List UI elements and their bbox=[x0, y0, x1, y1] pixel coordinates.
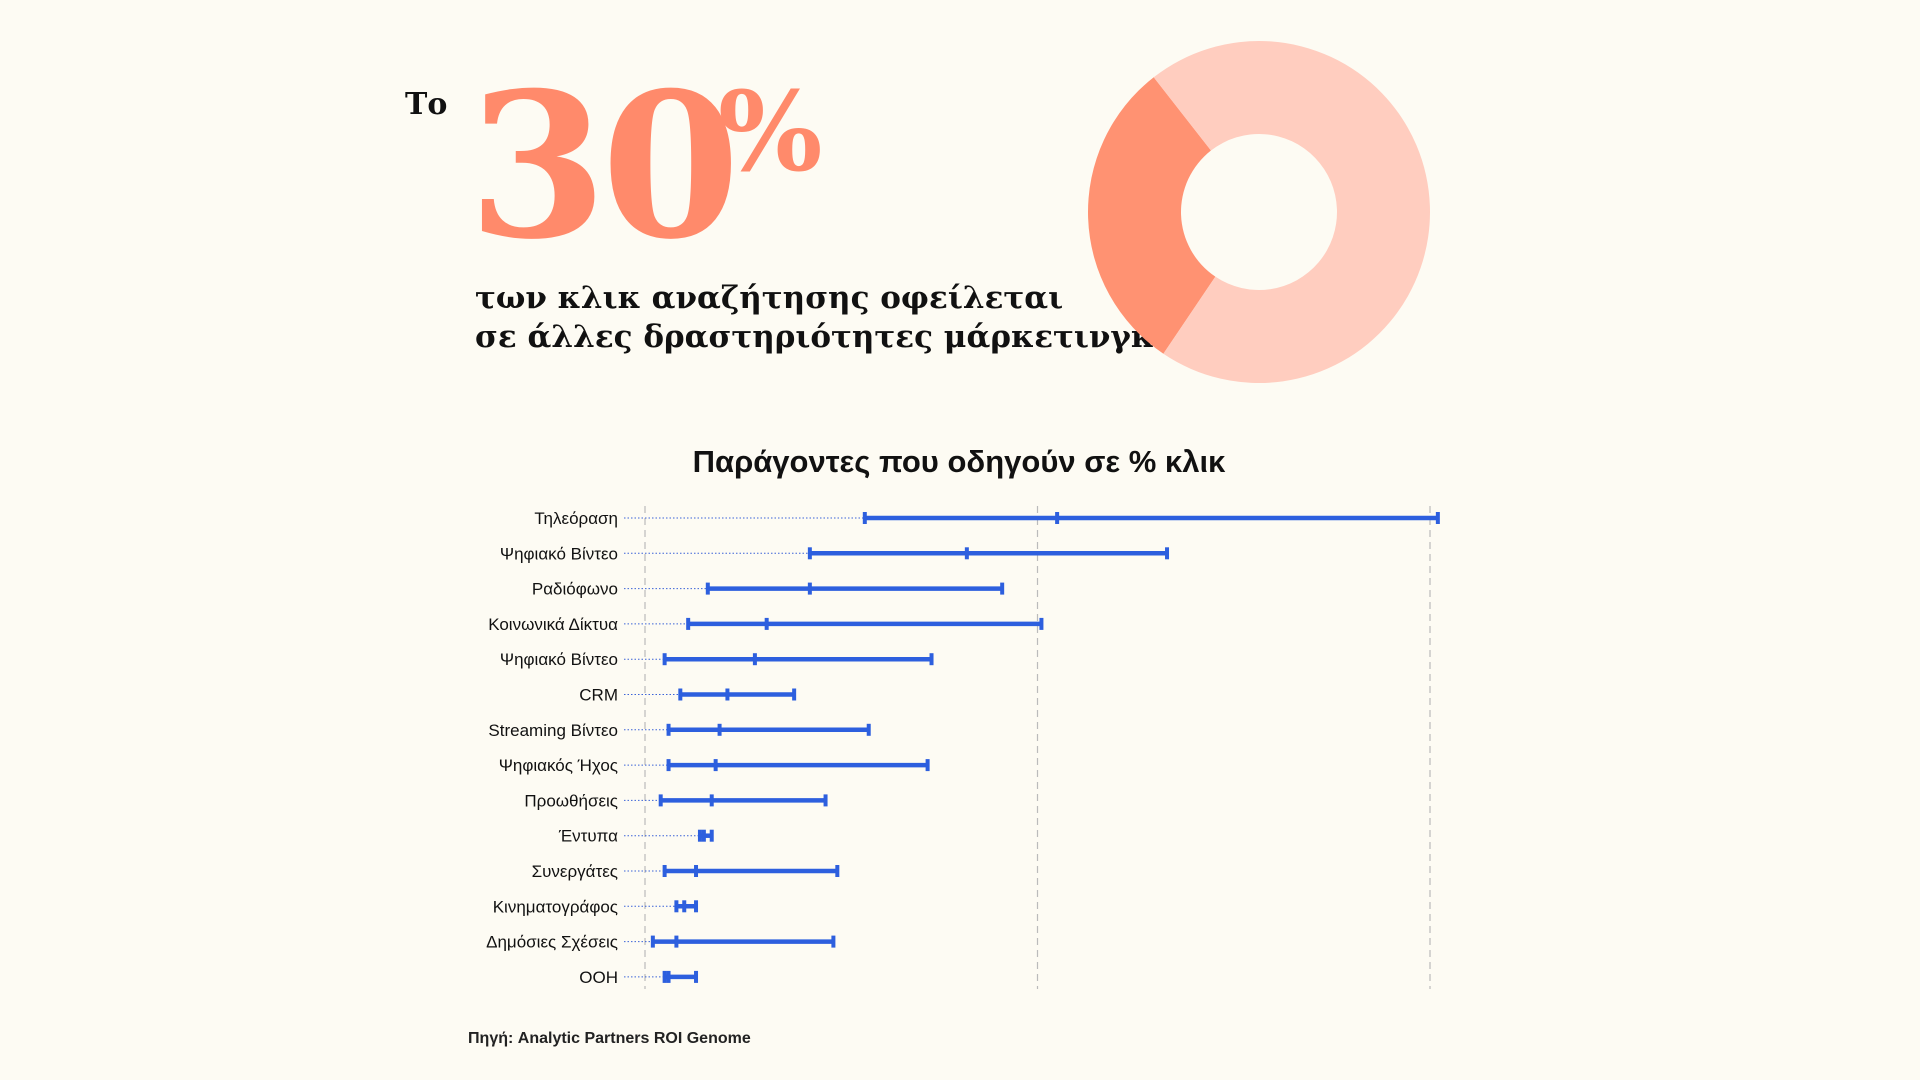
range-chart: Τηλεόραση Ψηφιακό Βίντεο Ραδιόφωνο Κοινωνικ… bbox=[486, 506, 1440, 989]
headline-lead: Το bbox=[405, 87, 447, 122]
chart-title: Παράγοντες που οδηγούν σε % κλικ bbox=[693, 444, 1226, 479]
headline-number: 30 bbox=[468, 49, 734, 284]
row-label: Ψηφιακός Ήχος bbox=[499, 756, 618, 775]
row-label: Streaming Βίντεο bbox=[488, 721, 618, 740]
donut-slice bbox=[1088, 77, 1216, 354]
row-label: Κοινωνικά Δίκτυα bbox=[488, 615, 618, 634]
row-label: Προωθήσεις bbox=[524, 791, 618, 810]
row-label: Κινηματογράφος bbox=[493, 897, 618, 916]
row-label: Έντυπα bbox=[558, 827, 618, 846]
row-label: OOH bbox=[579, 968, 618, 987]
row-label: CRM bbox=[579, 686, 618, 705]
donut-chart bbox=[1088, 40, 1430, 383]
source: Πηγή: Analytic Partners ROI Genome bbox=[468, 1030, 751, 1047]
headline-text: σε άλλες δραστηριότητες μάρκετινγκ bbox=[475, 319, 1154, 355]
row-label: Ψηφιακό Βίντεο bbox=[500, 544, 618, 563]
row-label: Συνεργάτες bbox=[532, 862, 618, 881]
headline-percent: % bbox=[718, 67, 823, 196]
row-label: Τηλεόραση bbox=[534, 509, 618, 528]
headline-text: των κλικ αναζήτησης οφείλεται bbox=[475, 280, 1063, 316]
donut-slice bbox=[1153, 40, 1430, 383]
row-label: Δημόσιες Σχέσεις bbox=[486, 933, 618, 952]
row-label: Ψηφιακό Βίντεο bbox=[500, 650, 618, 669]
row-label: Ραδιόφωνο bbox=[532, 580, 618, 599]
